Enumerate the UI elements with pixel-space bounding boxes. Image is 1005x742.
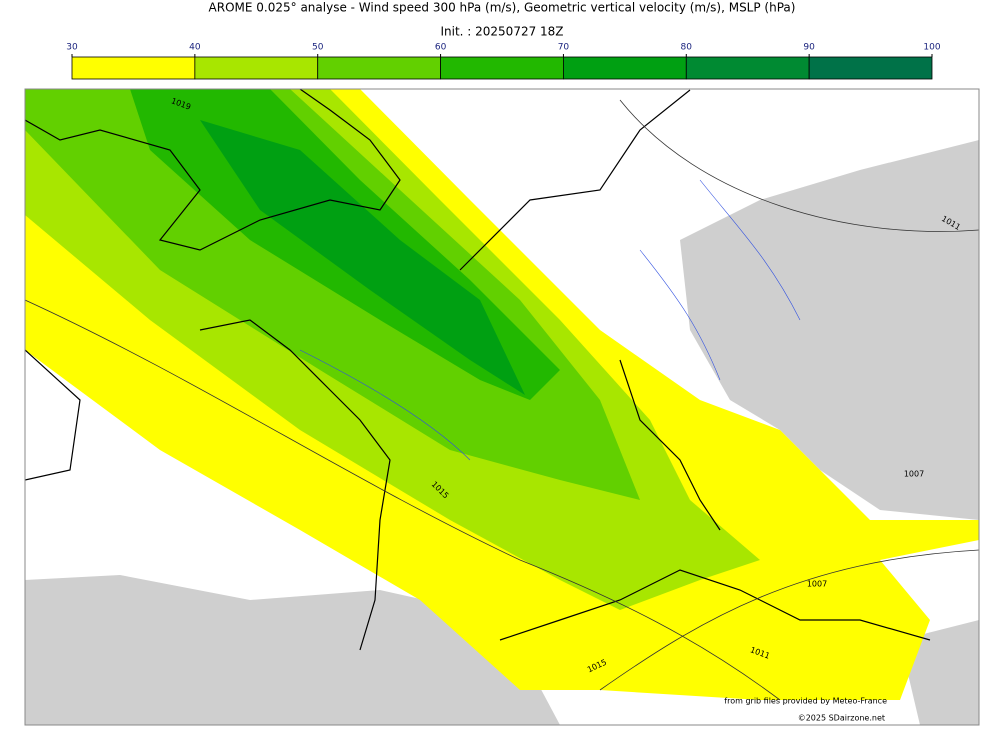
contour-label: 1007 [904, 470, 924, 479]
colorbar-tick-label: 30 [66, 43, 78, 53]
wind-band [25, 89, 640, 500]
relief-shading [25, 575, 560, 725]
coastline [25, 89, 401, 251]
colorbar-tick-label: 70 [558, 43, 570, 53]
colorbar-tick-label: 80 [681, 43, 693, 53]
map-frame [24, 88, 980, 726]
colorbar-segment [685, 56, 810, 80]
wind-band [200, 120, 525, 395]
title: AROME 0.025° analyse - Wind speed 300 hP… [209, 1, 796, 15]
isobar [619, 99, 979, 232]
relief-shading [680, 140, 979, 520]
credit-copyright: ©2025 SDairzone.net [798, 714, 885, 723]
coastline [499, 569, 931, 641]
isobar [599, 549, 979, 691]
credit-source: from grib files provided by Meteo-France [724, 697, 887, 706]
colorbar-segment [194, 56, 319, 80]
colorbar-tick-label: 90 [803, 43, 815, 53]
colorbar-tick-label: 100 [923, 43, 940, 53]
river [299, 179, 801, 461]
contour-label: 1007 [807, 580, 827, 589]
coastline [25, 349, 81, 481]
coastline [459, 89, 691, 271]
colorbar-segment [317, 56, 441, 80]
init-time: Init. : 20250727 18Z [440, 25, 563, 39]
colorbar-segment [808, 56, 933, 80]
colorbar-tick-label: 60 [435, 43, 447, 53]
colorbar-segment [440, 56, 564, 80]
colorbar-segment [563, 56, 687, 80]
colorbar-tick-label: 40 [189, 43, 201, 53]
colorbar: 30 40 50 60 70 80 90 100 [66, 43, 941, 80]
border [619, 359, 721, 531]
isobar [25, 299, 781, 701]
colorbar-tick-label: 50 [312, 43, 324, 53]
map: 1019 1015 1015 1011 1007 1007 1011 from … [25, 89, 979, 725]
coastline [199, 319, 391, 651]
colorbar-segment [71, 56, 196, 80]
